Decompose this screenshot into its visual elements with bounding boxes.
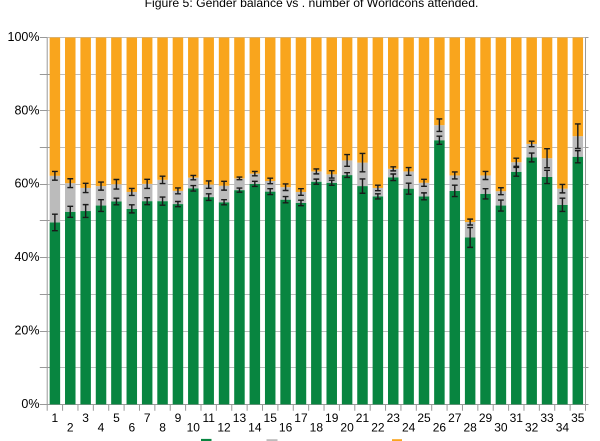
svg-text:8: 8 — [159, 421, 166, 435]
svg-text:28: 28 — [463, 421, 477, 435]
svg-text:20%: 20% — [14, 323, 39, 337]
svg-text:40%: 40% — [14, 250, 39, 264]
svg-text:Figure 5: Gender balance vs .: Figure 5: Gender balance vs . number of … — [145, 0, 479, 10]
svg-text:34: 34 — [556, 421, 570, 435]
svg-text:9: 9 — [175, 411, 182, 425]
svg-text:5: 5 — [113, 411, 120, 425]
svg-text:30: 30 — [494, 421, 508, 435]
svg-text:13: 13 — [233, 411, 247, 425]
svg-text:18: 18 — [310, 421, 324, 435]
svg-text:14: 14 — [248, 421, 262, 435]
svg-text:4: 4 — [98, 421, 105, 435]
svg-text:80%: 80% — [14, 103, 39, 117]
svg-text:33: 33 — [540, 411, 554, 425]
svg-text:6: 6 — [128, 421, 135, 435]
svg-text:12: 12 — [217, 421, 231, 435]
svg-text:100%: 100% — [8, 30, 40, 44]
svg-text:24: 24 — [402, 421, 416, 435]
svg-text:0%: 0% — [21, 397, 39, 411]
svg-text:15: 15 — [264, 411, 278, 425]
svg-text:32: 32 — [525, 421, 539, 435]
svg-text:7: 7 — [144, 411, 151, 425]
svg-text:10: 10 — [187, 421, 201, 435]
svg-text:35: 35 — [571, 411, 585, 425]
svg-text:20: 20 — [340, 421, 354, 435]
svg-text:16: 16 — [279, 421, 293, 435]
svg-text:23: 23 — [387, 411, 401, 425]
svg-text:31: 31 — [510, 411, 524, 425]
svg-text:1: 1 — [52, 411, 59, 425]
svg-text:26: 26 — [433, 421, 447, 435]
svg-text:22: 22 — [371, 421, 385, 435]
svg-text:60%: 60% — [14, 177, 39, 191]
svg-text:27: 27 — [448, 411, 462, 425]
svg-text:21: 21 — [356, 411, 370, 425]
svg-text:19: 19 — [325, 411, 339, 425]
svg-text:3: 3 — [82, 411, 89, 425]
svg-text:25: 25 — [417, 411, 431, 425]
svg-text:29: 29 — [479, 411, 493, 425]
svg-text:17: 17 — [294, 411, 308, 425]
svg-text:11: 11 — [202, 411, 215, 425]
svg-text:2: 2 — [67, 421, 74, 435]
